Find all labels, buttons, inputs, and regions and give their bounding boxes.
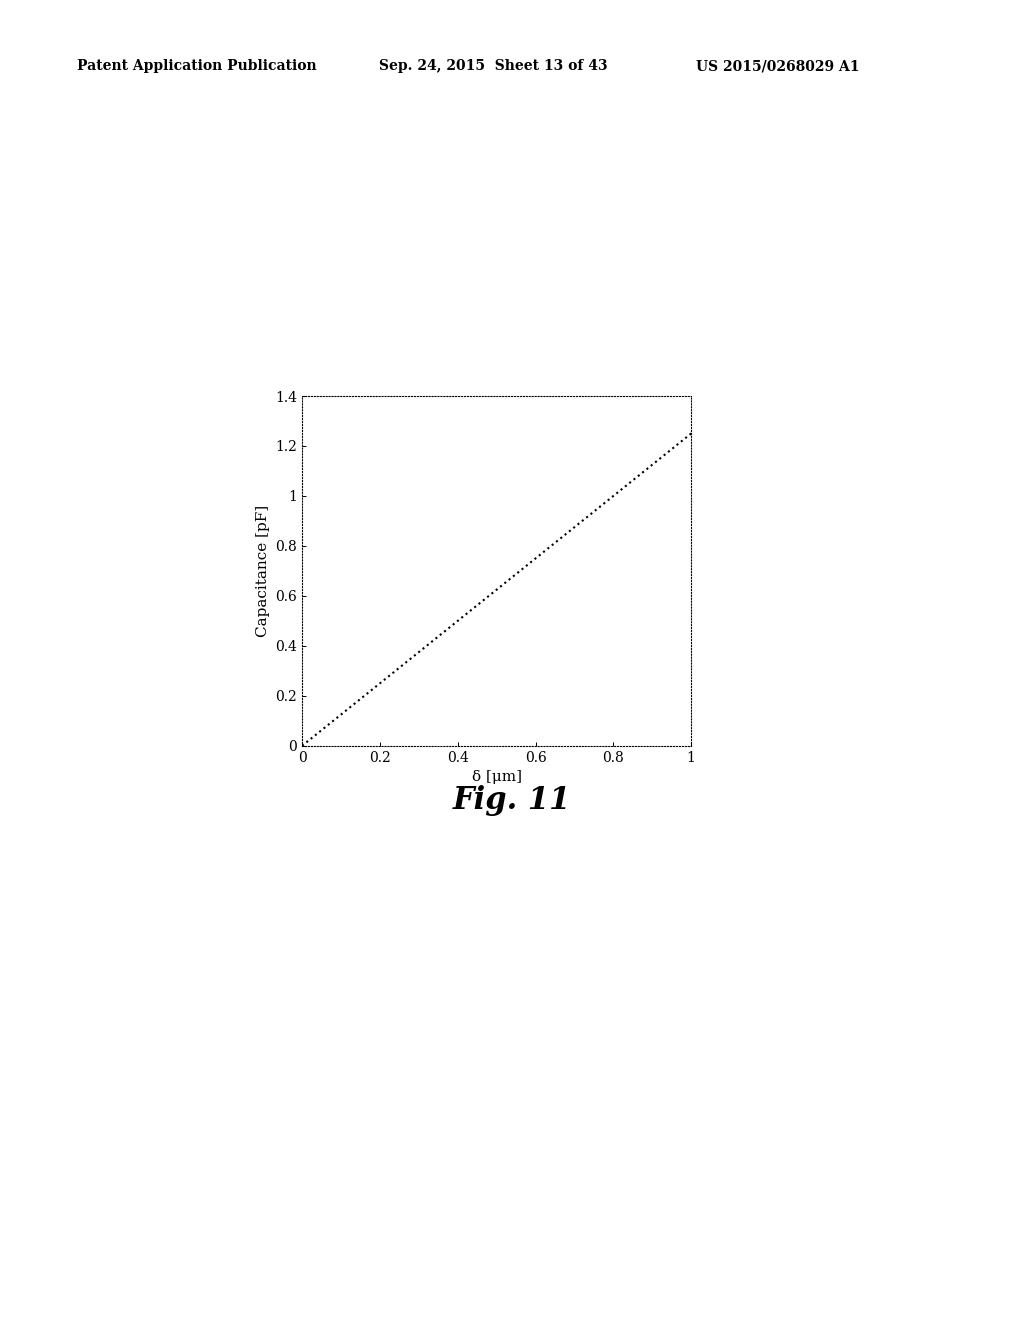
Text: Sep. 24, 2015  Sheet 13 of 43: Sep. 24, 2015 Sheet 13 of 43 (379, 59, 607, 74)
Y-axis label: Capacitance [pF]: Capacitance [pF] (256, 504, 269, 638)
Text: Fig. 11: Fig. 11 (453, 785, 571, 816)
Text: US 2015/0268029 A1: US 2015/0268029 A1 (696, 59, 860, 74)
Text: Patent Application Publication: Patent Application Publication (77, 59, 316, 74)
X-axis label: δ [μm]: δ [μm] (472, 770, 521, 784)
